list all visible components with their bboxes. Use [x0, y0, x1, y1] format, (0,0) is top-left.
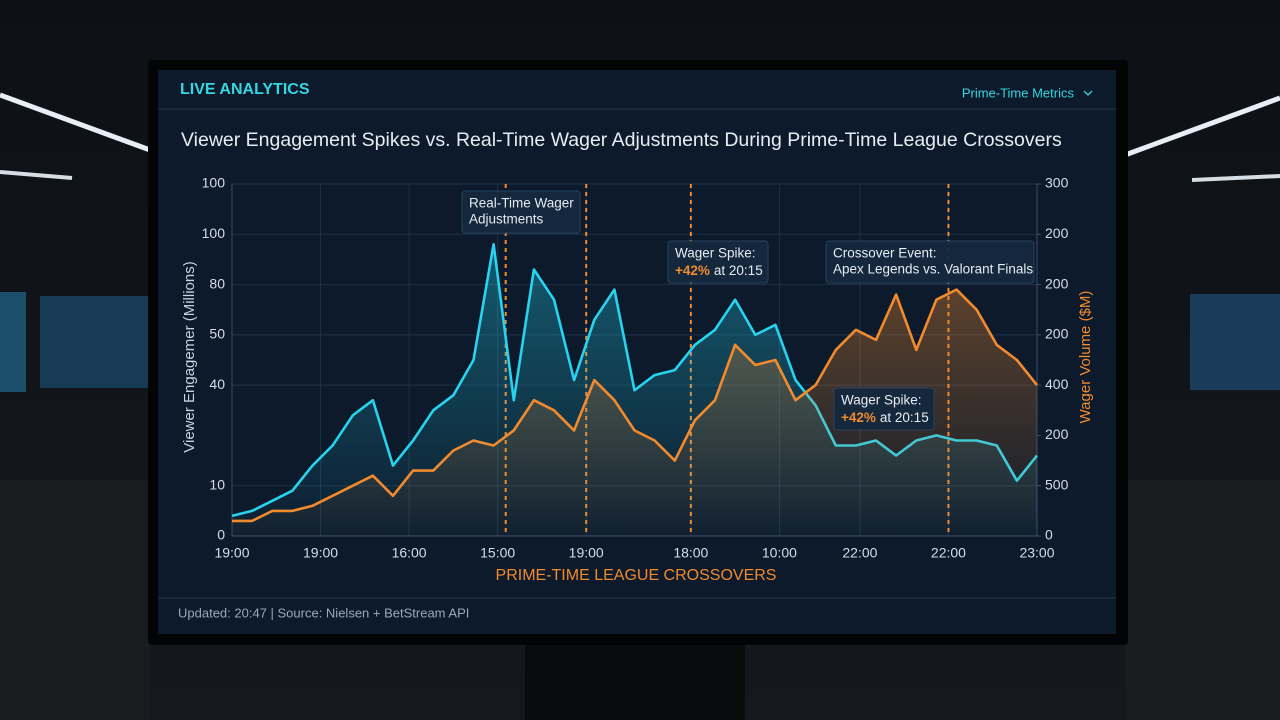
section-label: LIVE ANALYTICS — [180, 81, 310, 98]
annotation-text: +42% at 20:15 — [841, 410, 929, 425]
x-axis-label: PRIME-TIME LEAGUE CROSSOVERS — [496, 567, 777, 584]
y2-tick-label: 200 — [1045, 225, 1069, 241]
annotation-text: at 20:15 — [880, 410, 929, 425]
monitor-stand — [525, 640, 745, 720]
x-tick-label: 10:00 — [762, 545, 797, 561]
background-monitor — [0, 292, 26, 392]
ceiling-light — [1124, 95, 1280, 158]
y-tick-label: 50 — [209, 326, 225, 342]
annotation-text: Wager Spike: — [841, 393, 922, 408]
x-tick-label: 22:00 — [842, 545, 877, 561]
annotation-text: Wager Spike: — [675, 246, 756, 261]
chart-title: Viewer Engagement Spikes vs. Real-Time W… — [181, 129, 1062, 151]
ceiling-light — [0, 92, 151, 153]
y2-tick-label: 400 — [1045, 376, 1069, 392]
y-tick-label: 100 — [202, 175, 226, 191]
y-tick-label: 10 — [209, 476, 225, 492]
x-tick-label: 19:00 — [569, 545, 604, 561]
background-monitor — [1190, 294, 1280, 390]
annotation-box — [825, 240, 1035, 284]
x-tick-label: 19:00 — [303, 545, 338, 561]
annotation-text: at 20:15 — [714, 263, 763, 278]
y-tick-label: 100 — [202, 225, 226, 241]
y2-tick-label: 300 — [1045, 175, 1069, 191]
annotation-text: Real-Time Wager — [469, 196, 574, 211]
x-tick-label: 15:00 — [480, 545, 515, 561]
y2-tick-label: 200 — [1045, 275, 1069, 291]
annotation-text: Apex Legends vs. Valorant Finals — [833, 262, 1033, 277]
menu-chevron[interactable] — [1083, 90, 1093, 96]
desk — [1125, 480, 1280, 720]
x-tick-label: 18:00 — [673, 545, 708, 561]
annotation-text: +42% at 20:15 — [675, 263, 763, 278]
annotation-box — [461, 190, 581, 234]
x-tick-label: 22:00 — [931, 545, 966, 561]
y2-tick-label: 0 — [1045, 527, 1053, 543]
y2-axis-label: Wager Volume ($M) — [1077, 291, 1094, 424]
ceiling-light — [1191, 174, 1280, 182]
annotation-text: Crossover Event: — [833, 246, 937, 261]
ceiling-light — [0, 170, 73, 180]
annotation-highlight: +42% — [841, 410, 876, 425]
y2-tick-label: 500 — [1045, 476, 1069, 492]
footer-note: Updated: 20:47 | Source: Nielsen + BetSt… — [178, 605, 469, 620]
metrics-menu[interactable]: Prime-Time Metrics — [962, 85, 1075, 100]
annotation-highlight: +42% — [675, 263, 710, 278]
plot: 100100805040100300200200200400200500019:… — [202, 175, 1069, 561]
y-tick-label: 80 — [209, 275, 225, 291]
y-tick-label: 40 — [209, 376, 225, 392]
y2-tick-label: 200 — [1045, 326, 1069, 342]
desk — [0, 480, 150, 720]
annotation-box — [667, 240, 769, 284]
background-monitor — [40, 296, 148, 388]
annotation-box — [833, 387, 935, 431]
x-tick-label: 19:00 — [214, 545, 249, 561]
series-line — [232, 288, 1039, 523]
y-axis-label: Viewer Engagemer (Millions) — [181, 261, 198, 452]
x-tick-label: 16:00 — [392, 545, 427, 561]
x-tick-label: 23:00 — [1019, 545, 1054, 561]
y2-tick-label: 200 — [1045, 426, 1069, 442]
y-tick-label: 0 — [217, 527, 225, 543]
annotation-text: Adjustments — [469, 212, 544, 227]
